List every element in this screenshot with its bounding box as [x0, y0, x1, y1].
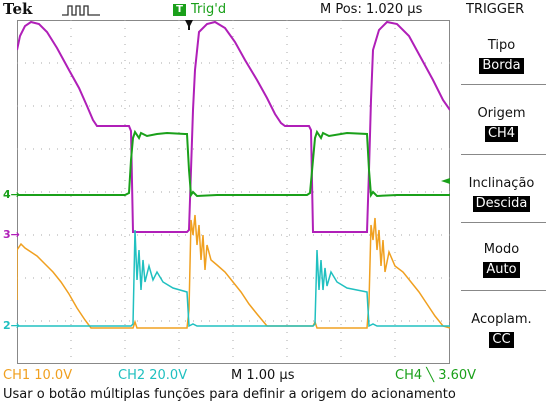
menu-label-tipo: Tipo	[487, 38, 516, 53]
ch2-scale: CH2 20.0V	[118, 368, 188, 383]
ch3-ground-marker: 3→	[3, 228, 20, 241]
menu-value-modo: Auto	[483, 262, 520, 278]
menu-item-acoplamento[interactable]: Acoplam. CC	[453, 312, 550, 348]
menu-value-inclinacao: Descida	[472, 196, 531, 212]
trigger-state-badge: T	[173, 4, 186, 16]
menu-item-origem[interactable]: Origem CH4	[453, 106, 550, 142]
trigger-status: Trig'd	[191, 2, 227, 17]
menu-item-inclinacao[interactable]: Inclinação Descida	[453, 176, 550, 212]
trigger-level-marker	[441, 178, 450, 184]
status-bar: CH1 10.0V CH2 20.0V M 1.00 µs CH4 ╲ 3.60…	[0, 366, 550, 388]
menu-item-tipo[interactable]: Tipo Borda	[453, 38, 550, 74]
menu-label-origem: Origem	[477, 106, 526, 121]
ch3-trace	[16, 20, 451, 233]
menu-item-modo[interactable]: Modo Auto	[453, 242, 550, 278]
menu-value-origem: CH4	[484, 126, 519, 142]
menu-label-modo: Modo	[483, 242, 520, 257]
menu-label-acoplamento: Acoplam.	[471, 312, 532, 327]
horizontal-position: M Pos: 1.020 µs	[320, 2, 423, 17]
graticule	[17, 20, 450, 364]
menu-value-tipo: Borda	[479, 58, 524, 74]
menu-divider	[461, 84, 546, 85]
help-message-text: Usar o botão múltiplas funções para defi…	[3, 387, 456, 402]
ch1-scale: CH1 10.0V	[3, 368, 73, 383]
help-message: Usar o botão múltiplas funções para defi…	[0, 386, 550, 412]
ch1-trace	[16, 214, 451, 329]
menu-divider	[461, 290, 546, 291]
menu-divider	[461, 222, 546, 223]
ch2-trace	[17, 229, 450, 328]
menu-value-acoplamento: CC	[489, 332, 514, 348]
ch2-ground-marker: 2→	[3, 319, 20, 332]
timebase: M 1.00 µs	[231, 368, 295, 383]
menu-label-inclinacao: Inclinação	[468, 176, 535, 191]
acquisition-icon	[60, 2, 104, 22]
trigger-menu: Tipo Borda Origem CH4 Inclinação Descida…	[453, 20, 550, 364]
trigger-readout: CH4 ╲ 3.60V	[395, 368, 477, 383]
ch4-trace	[17, 129, 450, 198]
waveform-display	[16, 20, 451, 364]
menu-divider	[461, 154, 546, 155]
menu-title: TRIGGER	[466, 2, 525, 17]
brand-logo: Tek	[3, 0, 33, 18]
top-bar: Tek T Trig'd M Pos: 1.020 µs TRIGGER	[0, 0, 550, 20]
ch4-ground-marker: 4→	[3, 188, 20, 201]
